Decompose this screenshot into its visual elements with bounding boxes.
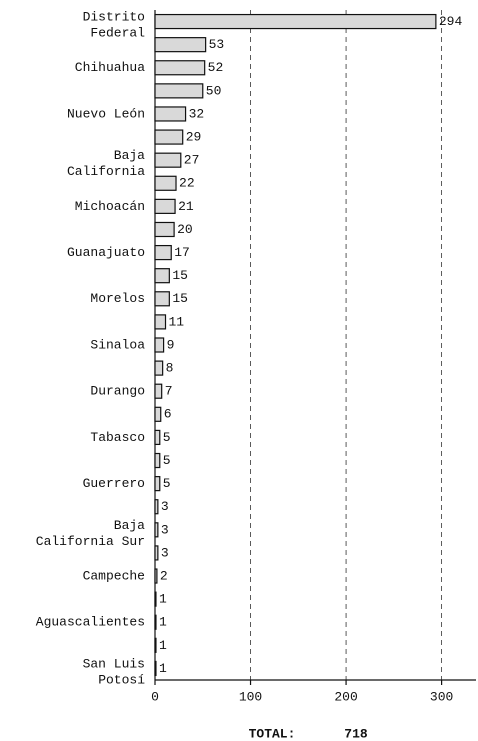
y-tick-label: Baja California <box>67 149 145 180</box>
x-tick-label: 0 <box>151 689 159 704</box>
value-label: 53 <box>209 37 225 52</box>
x-tick-label: 300 <box>430 689 453 704</box>
y-tick-label: Durango <box>90 384 145 399</box>
bar <box>154 291 170 307</box>
bar <box>154 545 159 561</box>
value-label: 15 <box>172 268 188 283</box>
value-label: 21 <box>178 199 194 214</box>
bar <box>154 175 177 191</box>
y-tick-label: Morelos <box>90 291 145 306</box>
total-value: 718 <box>344 726 368 741</box>
bar <box>154 13 437 30</box>
value-label: 1 <box>159 615 167 630</box>
value-label: 20 <box>177 222 193 237</box>
x-tick-label: 100 <box>239 689 262 704</box>
value-label: 5 <box>163 476 171 491</box>
value-label: 22 <box>179 176 195 191</box>
bar <box>154 360 164 376</box>
value-label: 52 <box>208 60 224 75</box>
value-label: 32 <box>189 106 205 121</box>
value-label: 7 <box>165 384 173 399</box>
y-tick-label: Baja California Sur <box>36 518 145 549</box>
bar <box>154 244 172 261</box>
value-label: 2 <box>160 568 168 583</box>
bar <box>154 383 163 399</box>
bar <box>154 83 204 99</box>
y-tick-label: Sinaloa <box>90 337 145 352</box>
value-label: 11 <box>169 314 185 329</box>
y-tick-label: Nuevo León <box>67 106 145 121</box>
y-tick-label: Guanajuato <box>67 245 145 260</box>
value-label: 15 <box>172 291 188 306</box>
value-label: 17 <box>174 245 190 260</box>
total-label: TOTAL: <box>249 726 296 741</box>
bar <box>154 499 159 515</box>
bar <box>154 337 165 353</box>
value-label: 29 <box>186 130 202 145</box>
bar <box>154 406 162 422</box>
value-label: 1 <box>159 638 167 653</box>
bar <box>154 129 184 145</box>
y-tick-label: Chihuahua <box>75 60 145 75</box>
bar <box>154 637 157 653</box>
bar <box>154 106 187 122</box>
bar <box>154 198 176 214</box>
y-tick-label: Campeche <box>83 568 145 583</box>
bar <box>154 314 167 330</box>
y-tick-label: Guerrero <box>83 476 145 491</box>
bar <box>154 268 170 284</box>
bar <box>154 221 175 238</box>
value-label: 5 <box>163 453 171 468</box>
y-tick-label: Distrito Federal <box>83 10 146 41</box>
bar <box>154 60 206 76</box>
value-label: 5 <box>163 430 171 445</box>
y-tick-label: Michoacán <box>75 199 145 214</box>
value-label: 27 <box>184 153 200 168</box>
value-label: 9 <box>167 337 175 352</box>
y-tick-label: Aguascalientes <box>36 615 145 630</box>
bar <box>154 660 157 677</box>
value-label: 1 <box>159 592 167 607</box>
bar <box>154 591 157 607</box>
value-label: 3 <box>161 545 169 560</box>
value-label: 3 <box>161 499 169 514</box>
bar <box>154 522 159 538</box>
bar <box>154 429 161 446</box>
y-tick-label: San Luis Potosí <box>83 657 146 688</box>
value-label: 50 <box>206 83 222 98</box>
bar <box>154 452 161 469</box>
bar <box>154 37 207 53</box>
x-tick-label: 200 <box>334 689 357 704</box>
value-label: 6 <box>164 407 172 422</box>
bar <box>154 614 157 630</box>
y-tick-label: Tabasco <box>90 430 145 445</box>
value-label: 8 <box>166 361 174 376</box>
value-label: 3 <box>161 522 169 537</box>
value-label: 1 <box>159 661 167 676</box>
bar <box>154 568 158 584</box>
bar <box>154 152 182 168</box>
value-label: 294 <box>439 14 463 29</box>
bar <box>154 476 161 492</box>
